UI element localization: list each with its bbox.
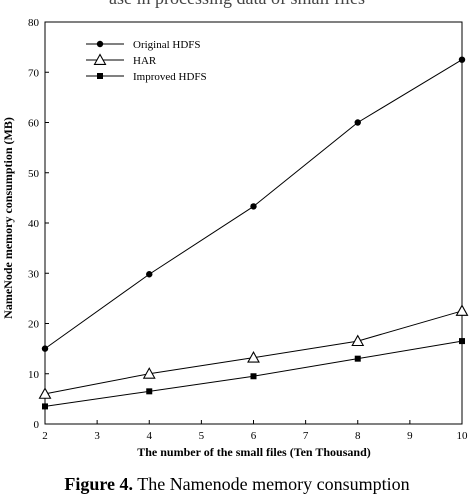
y-tick-label: 60	[28, 118, 40, 130]
figure-caption: Figure 4. The Namenode memory consumptio…	[0, 474, 474, 495]
legend-triangle-marker	[93, 53, 107, 65]
legend-circle-marker	[96, 40, 104, 48]
y-tick-label: 40	[28, 218, 40, 230]
square-series-point	[42, 403, 48, 410]
x-tick-label: 10	[457, 430, 469, 442]
triangle-series-point	[142, 367, 156, 379]
x-tick-label: 7	[303, 430, 309, 442]
y-tick-label: 10	[28, 369, 40, 381]
y-tick-label: 30	[28, 268, 40, 280]
legend-square-marker	[97, 73, 103, 79]
y-axis-label: NameNode memory consumption (MB)	[1, 117, 15, 319]
clipped-top-text: ase in processing data of small files	[0, 0, 474, 9]
legend-circle-label: Original HDFS	[133, 39, 201, 51]
circle-series-point	[41, 345, 49, 352]
y-tick-label: 70	[28, 67, 40, 79]
circle-series-point	[250, 203, 257, 210]
x-tick-label: 3	[94, 430, 100, 442]
legend-triangle-label: HAR	[133, 55, 157, 67]
circle-series-point	[458, 56, 466, 63]
x-tick-label: 8	[355, 430, 361, 442]
y-tick-label: 0	[34, 419, 40, 431]
square-series-point	[459, 338, 465, 345]
chart-legend: Original HDFS HAR Improved HDFS	[86, 39, 207, 83]
x-tick-label: 2	[42, 430, 48, 442]
x-tick-label: 5	[199, 430, 205, 442]
circle-series-point	[146, 271, 153, 278]
legend-square-label: Improved HDFS	[133, 71, 207, 83]
x-tick-label: 4	[147, 430, 153, 442]
triangle-series	[38, 304, 469, 399]
chart-axes: 2 3 4 5 6 7 8 9 10 0 10 20 30 40 50 60 70 80	[28, 17, 468, 442]
y-tick-label: 50	[28, 168, 40, 180]
square-series-point	[354, 355, 361, 362]
line-chart: 2 3 4 5 6 7 8 9 10 0 10 20 30 40 50 60 70 80 Original HDF…	[1, 17, 469, 459]
y-tick-label: 80	[28, 17, 40, 29]
plot-frame	[44, 21, 463, 425]
figure-label: Figure 4.	[64, 474, 134, 494]
triangle-series-point	[351, 334, 365, 347]
x-tick-label: 9	[407, 430, 413, 442]
circle-series-point	[354, 119, 361, 126]
x-tick-label: 6	[251, 430, 257, 442]
square-series-point	[250, 373, 257, 380]
triangle-series-point	[247, 351, 260, 363]
y-tick-label: 20	[28, 319, 40, 331]
square-series	[42, 338, 465, 410]
x-axis-label: The number of the small files (Ten Thous…	[137, 445, 371, 459]
triangle-series-point	[455, 304, 469, 316]
square-series-point	[146, 388, 153, 395]
chart-series	[38, 56, 469, 410]
triangle-series-point	[38, 387, 52, 399]
figure-caption-text: The Namenode memory consumption	[137, 474, 410, 494]
circle-series	[41, 56, 466, 352]
